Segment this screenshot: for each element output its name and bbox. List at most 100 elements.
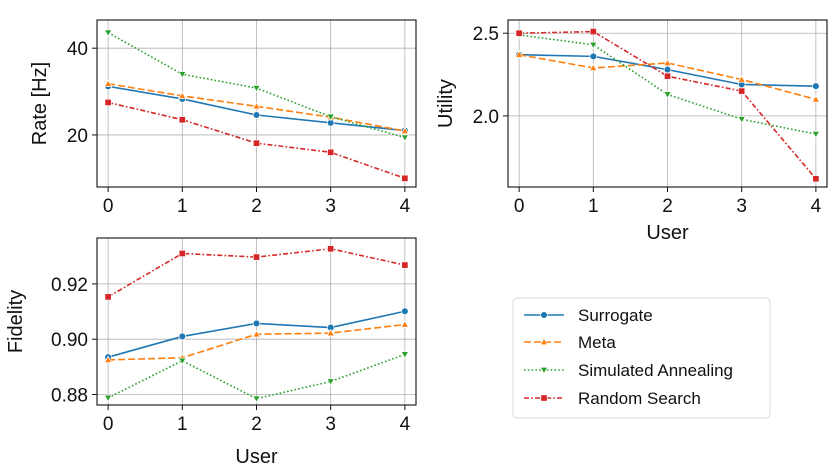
rate-ticks: 0 1 2 3 4 20 40 xyxy=(67,39,411,217)
utility-line-meta xyxy=(518,53,817,101)
fidelity-point-simulated-annealing-0 xyxy=(103,394,113,403)
rate-point-random-search-2 xyxy=(252,139,261,147)
utility-point-surrogate-4 xyxy=(812,82,820,90)
rate-point-random-search-1 xyxy=(178,116,186,124)
rate-xtick-label: 2 xyxy=(251,196,262,217)
fidelity-point-simulated-annealing-2 xyxy=(252,395,261,403)
rate-ytick-label: 40 xyxy=(67,39,88,60)
fidelity-point-random-search-2 xyxy=(252,253,261,261)
utility-point-simulated-annealing-3 xyxy=(737,116,746,124)
legend: Surrogate Meta Simulated Annealing Rando… xyxy=(512,297,771,419)
utility-ylabel: Utility xyxy=(435,79,457,128)
utility-grid xyxy=(508,20,827,187)
fidelity-point-meta-0 xyxy=(103,355,113,363)
fidelity-point-random-search-0 xyxy=(104,293,112,301)
rate-point-meta-1 xyxy=(178,91,187,99)
legend-swatch-simulated-annealing xyxy=(524,366,564,375)
fidelity-ytick-label: 0.90 xyxy=(51,330,88,351)
fidelity-ylabel: Fidelity xyxy=(5,290,27,353)
utility-point-meta-1 xyxy=(589,63,598,72)
utility-xlabel: User xyxy=(646,222,689,244)
legend-entry-meta: Meta xyxy=(524,333,616,352)
rate-xtick-label: 3 xyxy=(325,196,336,217)
legend-label-surrogate: Surrogate xyxy=(578,306,653,325)
legend-box xyxy=(512,297,771,419)
utility-point-meta-2 xyxy=(663,58,672,67)
fidelity-point-surrogate-2 xyxy=(252,319,261,328)
rate-xtick-label: 4 xyxy=(400,196,411,217)
legend-label-simulated-annealing: Simulated Annealing xyxy=(578,361,733,380)
fidelity-point-surrogate-4 xyxy=(401,307,409,316)
utility-ytick-label: 2.5 xyxy=(473,24,499,45)
utility-point-simulated-annealing-4 xyxy=(811,131,821,139)
utility-xtick-label: 2 xyxy=(662,196,673,217)
fidelity-point-meta-3 xyxy=(326,328,335,337)
utility-point-meta-3 xyxy=(737,75,746,83)
fidelity-point-random-search-4 xyxy=(401,261,409,269)
utility-panel: 0 1 2 3 4 2.0 2.5 Utility User xyxy=(435,19,828,244)
utility-point-random-search-2 xyxy=(663,72,672,80)
fidelity-point-random-search-3 xyxy=(327,245,335,253)
legend-entry-random-search: Random Search xyxy=(524,389,701,408)
legend-swatch-surrogate xyxy=(524,311,564,319)
fidelity-ticks: 0 1 2 3 4 0.88 0.90 0.92 xyxy=(51,275,411,435)
utility-point-random-search-4 xyxy=(812,175,820,183)
legend-marker-simulated-annealing xyxy=(539,366,549,375)
utility-xtick-label: 0 xyxy=(514,196,525,217)
rate-point-simulated-annealing-4 xyxy=(400,134,410,142)
utility-point-random-search-1 xyxy=(589,28,597,36)
fidelity-point-simulated-annealing-3 xyxy=(326,378,335,386)
fidelity-panel: 0 1 2 3 4 0.88 0.90 0.92 Fidelity User xyxy=(5,237,417,468)
rate-point-random-search-4 xyxy=(401,174,409,182)
fidelity-xlabel: User xyxy=(235,446,278,468)
rate-series xyxy=(103,29,410,182)
fidelity-series xyxy=(103,245,410,403)
fidelity-xtick-label: 2 xyxy=(251,414,262,435)
fidelity-point-simulated-annealing-4 xyxy=(400,351,410,359)
legend-marker-surrogate xyxy=(540,311,548,319)
fidelity-point-meta-4 xyxy=(400,320,410,328)
fidelity-point-surrogate-1 xyxy=(178,332,187,341)
fidelity-ytick-label: 0.88 xyxy=(51,385,88,406)
fidelity-xtick-label: 0 xyxy=(103,414,114,435)
rate-point-meta-0 xyxy=(103,79,113,87)
rate-point-simulated-annealing-1 xyxy=(178,71,187,79)
utility-point-meta-4 xyxy=(811,95,821,103)
utility-ytick-label: 2.0 xyxy=(473,107,499,128)
rate-point-simulated-annealing-3 xyxy=(326,113,335,122)
rate-line-random-search xyxy=(107,101,406,180)
legend-label-random-search: Random Search xyxy=(578,389,701,408)
rate-point-random-search-3 xyxy=(327,148,335,156)
utility-point-surrogate-2 xyxy=(663,65,672,74)
utility-point-surrogate-1 xyxy=(589,52,598,61)
rate-point-random-search-0 xyxy=(104,98,112,106)
rate-xtick-label: 1 xyxy=(177,196,188,217)
utility-xtick-label: 3 xyxy=(736,196,747,217)
utility-ticks: 0 1 2 3 4 2.0 2.5 xyxy=(473,24,822,217)
fidelity-point-simulated-annealing-1 xyxy=(178,357,187,366)
rate-point-meta-4 xyxy=(400,126,410,135)
legend-swatch-meta xyxy=(524,337,564,346)
rate-point-surrogate-2 xyxy=(252,111,261,119)
rate-ytick-label: 20 xyxy=(67,126,88,147)
legend-swatch-random-search xyxy=(524,394,564,402)
legend-marker-random-search xyxy=(540,394,548,402)
rate-ylabel: Rate [Hz] xyxy=(29,62,51,145)
fidelity-xtick-label: 3 xyxy=(325,414,336,435)
fidelity-point-meta-2 xyxy=(252,329,261,338)
utility-point-meta-0 xyxy=(514,50,524,58)
utility-xtick-label: 1 xyxy=(588,196,599,217)
fidelity-xtick-label: 1 xyxy=(177,414,188,435)
rate-xtick-label: 0 xyxy=(103,196,114,217)
rate-point-simulated-annealing-2 xyxy=(252,85,261,93)
rate-point-meta-2 xyxy=(252,102,261,110)
utility-xtick-label: 4 xyxy=(811,196,822,217)
fidelity-line-random-search xyxy=(107,247,406,298)
rate-grid xyxy=(97,20,416,187)
utility-series xyxy=(514,28,821,183)
utility-point-simulated-annealing-2 xyxy=(663,91,672,99)
legend-marker-meta xyxy=(539,337,549,346)
rate-panel: 0 1 2 3 4 20 40 Rate [Hz] xyxy=(29,19,417,217)
utility-point-random-search-0 xyxy=(515,29,523,37)
